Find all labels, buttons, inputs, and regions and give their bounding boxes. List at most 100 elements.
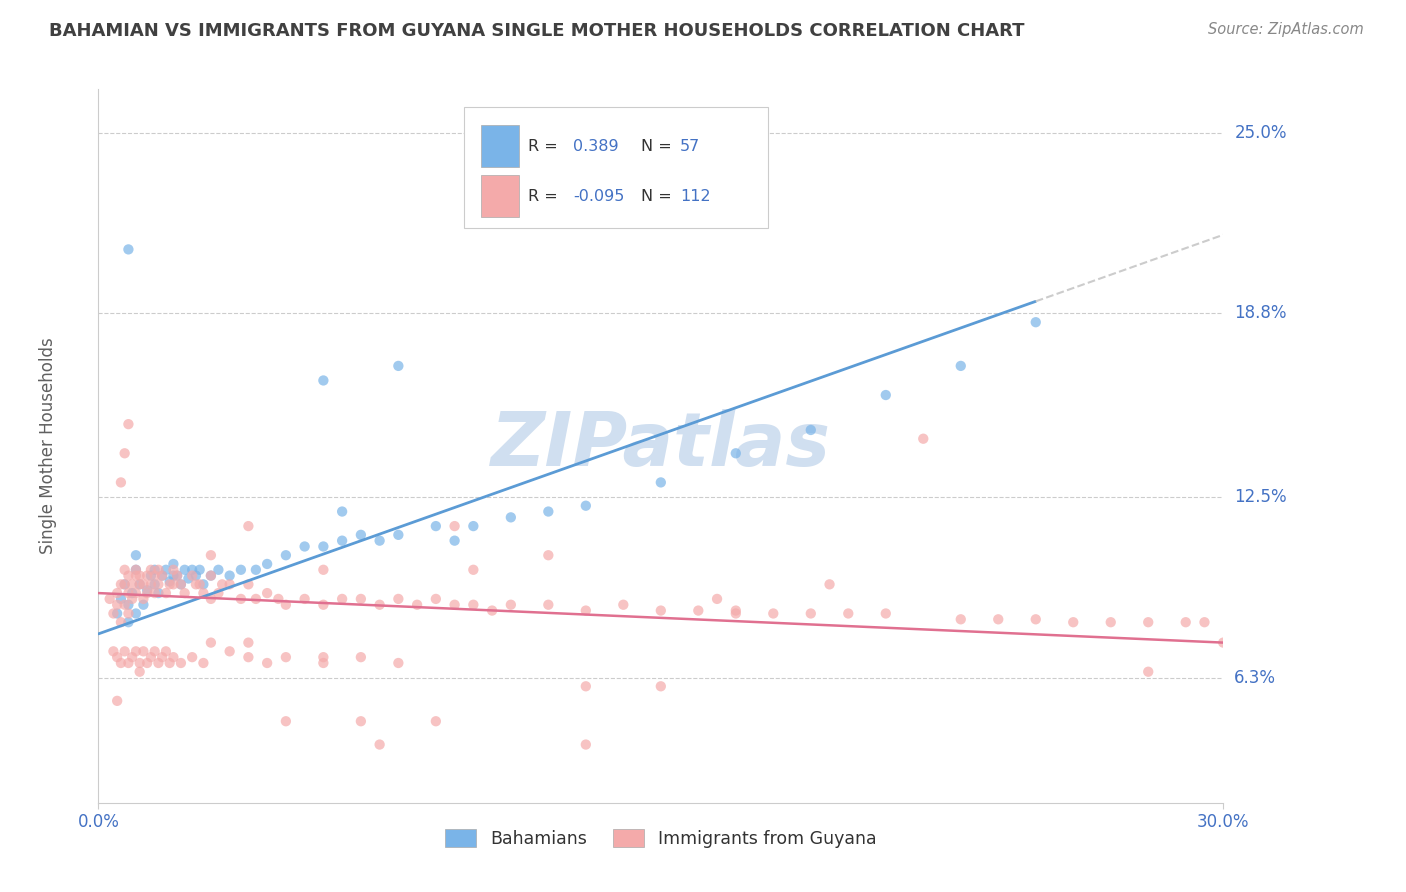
Point: [368, 738, 391, 752]
Point: [218, 577, 240, 591]
Point: [200, 568, 222, 582]
Point: [724, 603, 747, 617]
Point: [200, 548, 222, 562]
Point: [110, 656, 132, 670]
Point: [463, 519, 485, 533]
Point: [150, 568, 173, 582]
Point: [1194, 615, 1216, 630]
Point: [245, 563, 267, 577]
Point: [193, 577, 215, 591]
Point: [207, 586, 229, 600]
Point: [1025, 612, 1047, 626]
Text: 18.8%: 18.8%: [1234, 304, 1286, 323]
Point: [110, 475, 132, 490]
Point: [128, 577, 150, 591]
Point: [312, 540, 335, 554]
Text: Single Mother Households: Single Mother Households: [39, 338, 56, 554]
Point: [128, 568, 150, 582]
Point: [238, 577, 260, 591]
Point: [875, 388, 897, 402]
Text: N =: N =: [641, 189, 671, 203]
Point: [148, 563, 170, 577]
Point: [256, 557, 278, 571]
Point: [150, 650, 173, 665]
Point: [114, 577, 136, 591]
Point: [114, 563, 136, 577]
Point: [987, 612, 1010, 626]
Point: [125, 586, 148, 600]
Point: [274, 548, 297, 562]
Point: [650, 603, 672, 617]
FancyBboxPatch shape: [481, 175, 519, 218]
Point: [193, 586, 215, 600]
Point: [173, 586, 195, 600]
Point: [274, 598, 297, 612]
Legend: Bahamians, Immigrants from Guyana: Bahamians, Immigrants from Guyana: [437, 822, 884, 855]
Point: [143, 563, 166, 577]
Point: [117, 656, 139, 670]
Point: [368, 598, 391, 612]
Point: [110, 615, 132, 630]
Point: [98, 591, 121, 606]
Point: [875, 607, 897, 621]
Point: [229, 563, 252, 577]
Point: [387, 528, 409, 542]
Point: [800, 423, 823, 437]
Point: [274, 714, 297, 729]
Point: [117, 615, 139, 630]
Point: [188, 563, 211, 577]
Point: [706, 591, 728, 606]
Point: [125, 644, 148, 658]
Point: [650, 475, 672, 490]
Point: [575, 738, 598, 752]
Point: [105, 650, 128, 665]
Point: [211, 577, 233, 591]
Point: [688, 603, 710, 617]
Point: [256, 586, 278, 600]
Point: [650, 679, 672, 693]
Text: N =: N =: [641, 139, 671, 153]
Point: [537, 598, 560, 612]
Point: [724, 446, 747, 460]
Point: [105, 694, 128, 708]
Point: [166, 568, 188, 582]
Point: [443, 598, 465, 612]
Point: [105, 586, 128, 600]
Point: [114, 577, 136, 591]
Point: [312, 563, 335, 577]
Point: [912, 432, 935, 446]
Point: [121, 591, 143, 606]
Point: [800, 607, 823, 621]
Point: [121, 586, 143, 600]
Point: [110, 591, 132, 606]
Point: [117, 243, 139, 257]
Point: [139, 650, 162, 665]
Point: [155, 644, 177, 658]
Point: [177, 572, 200, 586]
Point: [267, 591, 290, 606]
Point: [125, 563, 148, 577]
Text: 6.3%: 6.3%: [1234, 669, 1277, 687]
Point: [139, 568, 162, 582]
Point: [139, 577, 162, 591]
Point: [136, 656, 159, 670]
Point: [162, 563, 184, 577]
Point: [312, 598, 335, 612]
Point: [184, 577, 207, 591]
Point: [443, 533, 465, 548]
Point: [200, 591, 222, 606]
Point: [150, 568, 173, 582]
Point: [173, 563, 195, 577]
Text: 0.389: 0.389: [574, 139, 619, 153]
Point: [136, 583, 159, 598]
Point: [143, 644, 166, 658]
Point: [238, 650, 260, 665]
Point: [193, 656, 215, 670]
Point: [837, 607, 859, 621]
Point: [575, 499, 598, 513]
Point: [128, 656, 150, 670]
Point: [387, 656, 409, 670]
Point: [368, 533, 391, 548]
Point: [294, 591, 316, 606]
Point: [425, 519, 447, 533]
